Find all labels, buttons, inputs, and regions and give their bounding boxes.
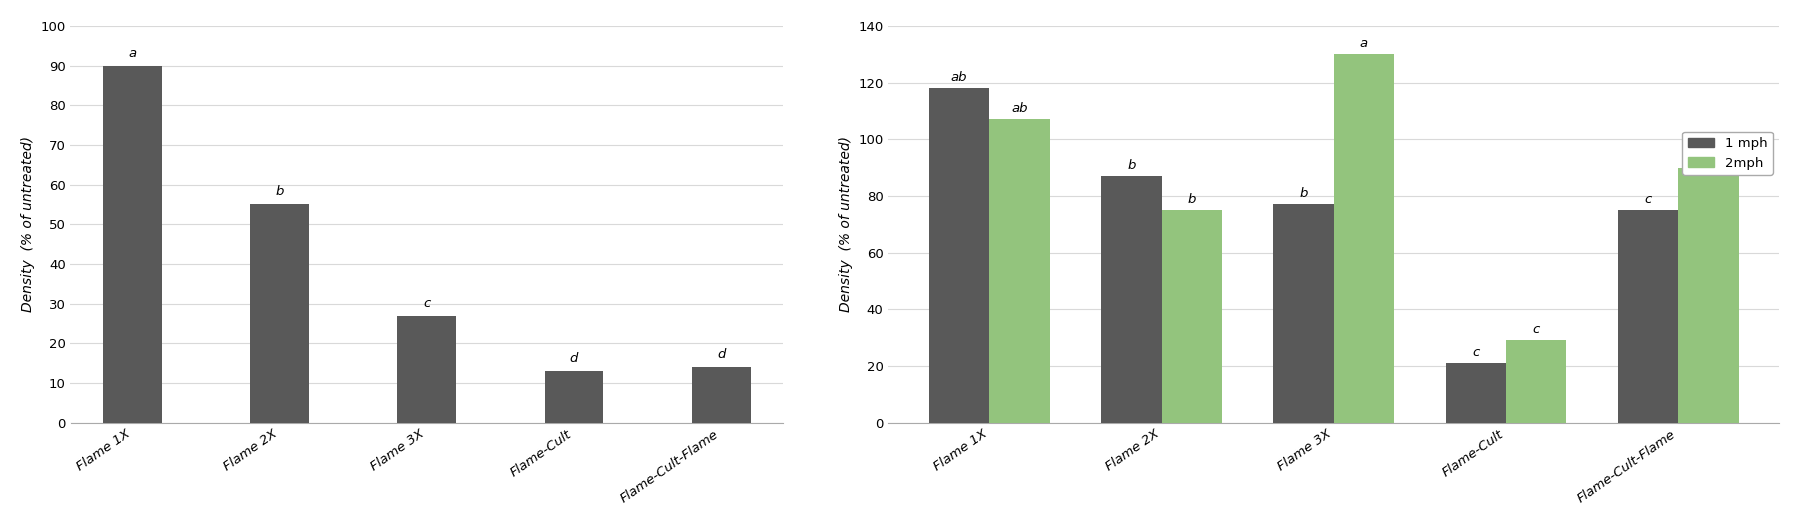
Text: c: c <box>1472 346 1480 359</box>
Text: b: b <box>1300 187 1309 200</box>
Text: c: c <box>1532 323 1539 336</box>
Text: b: b <box>1127 159 1136 172</box>
Text: b: b <box>1188 193 1195 206</box>
Text: c: c <box>423 297 430 310</box>
Bar <box>1273 205 1334 423</box>
Text: ab: ab <box>1701 150 1717 163</box>
Text: ab: ab <box>1012 102 1028 115</box>
Bar <box>1334 54 1395 423</box>
Text: ab: ab <box>950 71 967 84</box>
Text: a: a <box>128 47 137 59</box>
Text: c: c <box>1645 193 1652 206</box>
Bar <box>691 367 751 423</box>
Legend: 1 mph, 2mph: 1 mph, 2mph <box>1683 132 1773 175</box>
Bar <box>250 205 310 423</box>
Text: b: b <box>275 186 284 198</box>
Bar <box>929 88 990 423</box>
Bar <box>1161 210 1222 423</box>
Text: d: d <box>716 348 725 361</box>
Bar <box>990 119 1049 423</box>
Bar <box>398 316 455 423</box>
Bar <box>1618 210 1678 423</box>
Y-axis label: Density  (% of untreated): Density (% of untreated) <box>22 136 34 312</box>
Bar <box>1678 168 1739 423</box>
Bar <box>1445 363 1507 423</box>
Text: d: d <box>571 352 578 365</box>
Bar <box>103 66 162 423</box>
Bar <box>1102 176 1161 423</box>
Bar <box>1507 340 1566 423</box>
Bar <box>545 371 603 423</box>
Text: a: a <box>1359 37 1368 50</box>
Y-axis label: Density  (% of untreated): Density (% of untreated) <box>839 136 853 312</box>
